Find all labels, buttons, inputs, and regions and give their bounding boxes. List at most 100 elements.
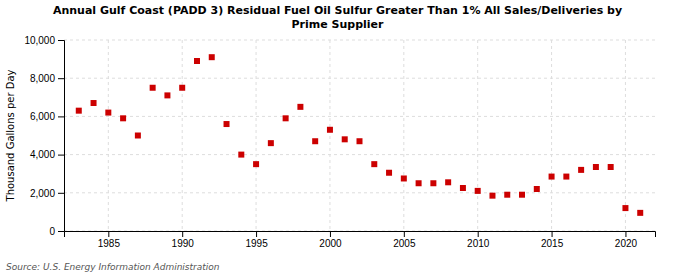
grid-line bbox=[403, 40, 404, 231]
point bbox=[460, 185, 466, 191]
point bbox=[76, 108, 82, 114]
point bbox=[445, 179, 451, 185]
point bbox=[91, 100, 97, 106]
point bbox=[105, 110, 111, 116]
tick-label: 4,000 bbox=[30, 149, 55, 160]
tick-label: 2005 bbox=[393, 238, 416, 249]
point bbox=[504, 192, 510, 198]
axis-line bbox=[65, 232, 656, 238]
title-line: Annual Gulf Coast (PADD 3) Residual Fuel… bbox=[53, 4, 622, 17]
point bbox=[135, 133, 141, 139]
tick-mark bbox=[58, 155, 64, 156]
tick-mark bbox=[58, 231, 64, 232]
tick: 2,000 bbox=[30, 188, 64, 199]
x-axis: 1985 1990 1995 2000 2005 2010 2015 2020 bbox=[65, 231, 656, 249]
point bbox=[238, 152, 244, 158]
point bbox=[593, 164, 599, 170]
tick: 0 bbox=[49, 226, 64, 237]
grid-line bbox=[64, 78, 655, 79]
point bbox=[150, 85, 156, 91]
tick: 4,000 bbox=[30, 149, 64, 160]
point bbox=[357, 138, 363, 144]
tick-label: 2020 bbox=[615, 238, 638, 249]
point bbox=[164, 92, 170, 98]
title-line: Prime Supplier bbox=[292, 18, 385, 31]
tick: 8,000 bbox=[30, 73, 64, 84]
plot: 1985 1990 1995 2000 2005 2010 2015 2020 0 2,000 4,… bbox=[5, 35, 656, 249]
grid-line bbox=[477, 40, 478, 231]
tick-label: 6,000 bbox=[30, 111, 55, 122]
chart: Annual Gulf Coast (PADD 3) Residual Fuel… bbox=[0, 0, 675, 275]
tick-label: 1995 bbox=[245, 238, 268, 249]
grid-line bbox=[108, 40, 109, 231]
tick: 2015 bbox=[541, 231, 564, 249]
y-axis: 0 2,000 4,000 6,000 8,000 10,000 bbox=[24, 35, 64, 237]
point bbox=[268, 140, 274, 146]
point bbox=[209, 54, 215, 60]
point bbox=[342, 136, 348, 142]
tick-label: 10,000 bbox=[24, 35, 55, 46]
tick-mark bbox=[478, 231, 479, 237]
grid-line bbox=[64, 192, 655, 193]
tick-mark bbox=[404, 231, 405, 237]
point bbox=[327, 127, 333, 133]
grid bbox=[64, 40, 655, 231]
grid-line bbox=[64, 154, 655, 155]
grid-line bbox=[551, 40, 552, 231]
tick-label: 2000 bbox=[319, 238, 342, 249]
point bbox=[401, 175, 407, 181]
tick-mark bbox=[552, 231, 553, 237]
point bbox=[120, 115, 126, 121]
point bbox=[312, 138, 318, 144]
tick: 2000 bbox=[319, 231, 342, 249]
point bbox=[489, 193, 495, 199]
point bbox=[416, 180, 422, 186]
points bbox=[76, 54, 643, 216]
point bbox=[563, 174, 569, 180]
tick: 2005 bbox=[393, 231, 416, 249]
tick-label: 2010 bbox=[467, 238, 490, 249]
point bbox=[253, 161, 259, 167]
point bbox=[637, 210, 643, 216]
title: Annual Gulf Coast (PADD 3) Residual Fuel… bbox=[53, 4, 622, 31]
tick: 10,000 bbox=[24, 35, 64, 46]
tick: 1990 bbox=[172, 231, 195, 249]
tick-mark bbox=[108, 231, 109, 237]
tick-mark bbox=[58, 116, 64, 117]
point bbox=[386, 170, 392, 176]
tick-mark bbox=[182, 231, 183, 237]
point bbox=[371, 161, 377, 167]
point bbox=[179, 85, 185, 91]
axis-line bbox=[58, 41, 65, 232]
tick: 1985 bbox=[98, 231, 121, 249]
grid-line bbox=[256, 40, 257, 231]
point bbox=[549, 174, 555, 180]
tick-mark bbox=[58, 193, 64, 194]
point bbox=[608, 164, 614, 170]
point bbox=[519, 192, 525, 198]
tick: 2010 bbox=[467, 231, 490, 249]
tick-mark bbox=[58, 40, 64, 41]
tick-label: 1985 bbox=[98, 238, 121, 249]
grid-line bbox=[64, 116, 655, 117]
point bbox=[475, 188, 481, 194]
grid-line bbox=[64, 40, 655, 41]
tick-mark bbox=[256, 231, 257, 237]
point bbox=[430, 180, 436, 186]
tick: 6,000 bbox=[30, 111, 64, 122]
grid-line bbox=[329, 40, 330, 231]
point bbox=[578, 167, 584, 173]
point bbox=[224, 121, 230, 127]
source: Source: U.S. Energy Information Administ… bbox=[6, 262, 220, 272]
tick-label: 1990 bbox=[172, 238, 195, 249]
tick-label: 8,000 bbox=[30, 73, 55, 84]
point bbox=[283, 115, 289, 121]
tick-mark bbox=[330, 231, 331, 237]
tick-label: 0 bbox=[49, 226, 55, 237]
tick: 2020 bbox=[615, 231, 638, 249]
y-axis-label: Thousand Gallons per Day bbox=[5, 69, 16, 202]
tick-mark bbox=[625, 231, 626, 237]
tick-label: 2015 bbox=[541, 238, 564, 249]
point bbox=[297, 104, 303, 110]
tick: 1995 bbox=[245, 231, 268, 249]
